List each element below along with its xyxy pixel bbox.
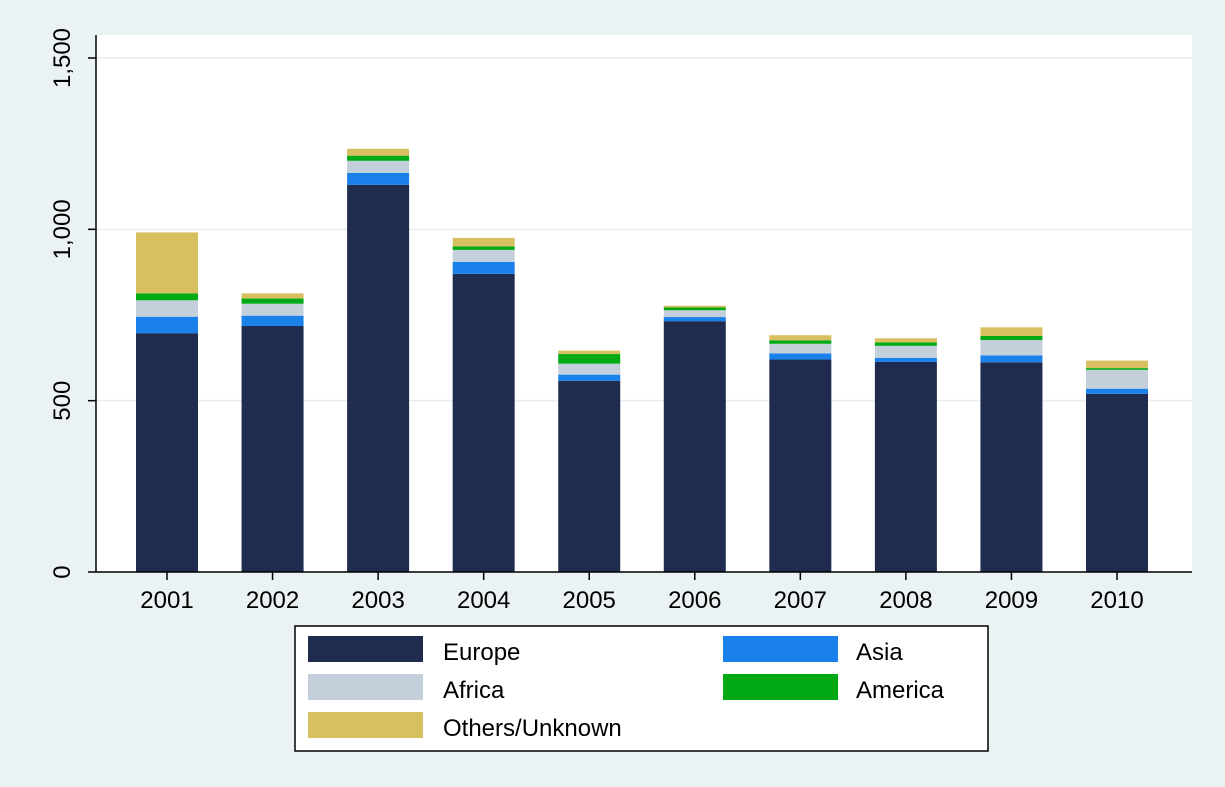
bar-2004-america [452, 246, 515, 250]
bar-2005-africa [558, 363, 621, 375]
bar-2010-asia [1086, 388, 1148, 394]
legend-swatch-others-unknown [308, 712, 423, 738]
bar-2006-america [663, 307, 726, 311]
bar-2005-america [558, 354, 621, 364]
y-tick-label-3: 1,500 [49, 28, 76, 88]
bar-2007-asia [769, 353, 832, 360]
bar-2004-africa [452, 249, 515, 262]
bar-2010-america [1086, 368, 1148, 370]
bar-2004-asia [452, 261, 515, 274]
x-tick-label-2007: 2007 [774, 587, 827, 614]
bar-2005-others-unknown [558, 350, 621, 355]
bar-2008-others-unknown [874, 338, 937, 343]
x-tick-label-2001: 2001 [140, 587, 193, 614]
x-tick-label-2002: 2002 [246, 587, 299, 614]
legend-label-america: America [856, 677, 945, 704]
bar-2006-africa [663, 310, 726, 318]
y-tick-label-2: 1,000 [49, 199, 76, 259]
bar-2002-asia [241, 315, 304, 326]
x-tick-label-2006: 2006 [668, 587, 721, 614]
bar-2007-america [769, 340, 832, 344]
bar-2004-others-unknown [452, 237, 515, 247]
legend-label-europe: Europe [443, 639, 520, 666]
bar-2003-america [347, 155, 410, 161]
x-tick-label-2010: 2010 [1090, 587, 1143, 614]
y-tick-label-0: 0 [49, 565, 76, 578]
bars [136, 148, 1148, 572]
bar-2001-america [136, 293, 198, 301]
legend-label-asia: Asia [856, 639, 903, 666]
bar-2009-asia [980, 355, 1043, 363]
bar-2004-europe [452, 273, 515, 572]
x-tick-label-2005: 2005 [563, 587, 616, 614]
bar-2006-others-unknown [663, 305, 726, 308]
bar-2002-europe [241, 325, 304, 572]
bar-2010-africa [1086, 369, 1148, 389]
bar-2003-africa [347, 160, 410, 173]
bar-2003-europe [347, 184, 410, 572]
x-tick-label-2009: 2009 [985, 587, 1038, 614]
bar-2001-asia [136, 316, 198, 334]
bar-2001-europe [136, 333, 198, 572]
bar-2003-asia [347, 172, 410, 185]
axes [88, 35, 1192, 580]
legend-swatch-africa [308, 674, 423, 700]
bar-2009-america [980, 335, 1043, 341]
bar-2010-europe [1086, 393, 1148, 572]
bar-2006-asia [663, 317, 726, 322]
bar-2008-asia [874, 357, 937, 362]
bar-2002-others-unknown [241, 293, 304, 299]
bar-2002-america [241, 298, 304, 304]
legend: Europe Asia Africa America Others/Unknown [294, 625, 989, 752]
bar-2008-america [874, 342, 937, 346]
bar-2001-africa [136, 300, 198, 317]
legend-swatch-america [723, 674, 838, 700]
bar-2005-asia [558, 374, 621, 381]
bar-2009-africa [980, 340, 1043, 356]
bar-2008-africa [874, 345, 937, 358]
bar-2010-others-unknown [1086, 360, 1148, 369]
y-tick-label-1: 500 [49, 381, 76, 421]
legend-label-others-unknown: Others/Unknown [443, 715, 622, 742]
bar-2007-others-unknown [769, 335, 832, 341]
x-tick-label-2003: 2003 [351, 587, 404, 614]
bar-2008-europe [874, 361, 937, 572]
bar-2009-europe [980, 362, 1043, 572]
bar-2001-others-unknown [136, 232, 198, 294]
bar-2006-europe [663, 321, 726, 572]
legend-swatch-asia [723, 636, 838, 662]
bar-2009-others-unknown [980, 327, 1043, 336]
bar-2007-africa [769, 343, 832, 354]
bar-2005-europe [558, 380, 621, 572]
tick-labels: 0 500 1,000 1,500 2001 2002 2003 2004 2005 2006 20… [49, 28, 1144, 614]
bar-2002-africa [241, 303, 304, 316]
bar-2003-others-unknown [347, 148, 410, 156]
x-tick-label-2004: 2004 [457, 587, 510, 614]
legend-label-africa: Africa [443, 677, 505, 704]
legend-swatch-europe [308, 636, 423, 662]
x-tick-label-2008: 2008 [879, 587, 932, 614]
bar-2007-europe [769, 359, 832, 572]
